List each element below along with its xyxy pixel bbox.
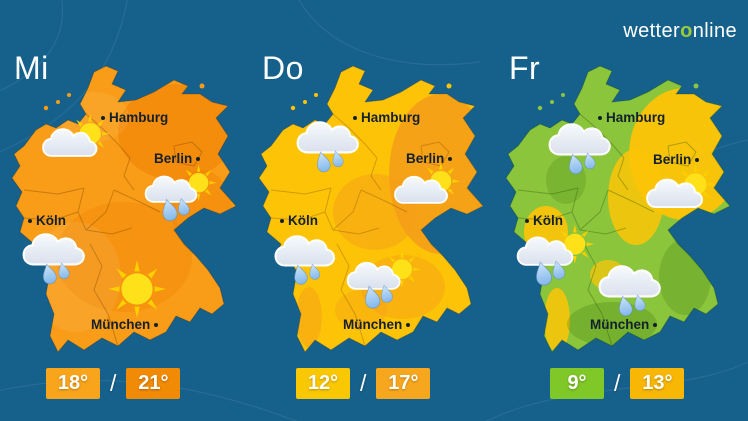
city-dot bbox=[154, 323, 159, 327]
city-dot bbox=[695, 158, 700, 162]
logo-text-suffix: nline bbox=[692, 20, 737, 42]
temp-min-badge: 12° bbox=[296, 368, 350, 399]
temperature-range-friday: 9° / 13° bbox=[550, 368, 685, 399]
city-dot bbox=[280, 219, 284, 223]
city-dot bbox=[598, 116, 602, 120]
logo-text-prefix: wetter bbox=[623, 20, 681, 42]
city-label-koeln: Köln bbox=[525, 213, 563, 229]
city-dot bbox=[406, 323, 411, 327]
city-label-muenchen: München bbox=[91, 317, 159, 333]
temp-max-badge: 21° bbox=[126, 368, 181, 399]
sunny-icon bbox=[108, 260, 166, 318]
city-label-hamburg: Hamburg bbox=[101, 110, 168, 126]
temp-slash: / bbox=[614, 370, 621, 396]
temp-max-badge: 13° bbox=[630, 368, 685, 399]
temp-slash: / bbox=[360, 370, 367, 396]
city-dot bbox=[353, 116, 357, 120]
city-dot bbox=[448, 157, 453, 161]
wetteronline-logo: wetteronline bbox=[623, 20, 737, 43]
city-label-muenchen: München bbox=[590, 317, 658, 333]
city-label-berlin: Berlin bbox=[406, 151, 453, 167]
city-dot bbox=[28, 219, 32, 223]
city-label-berlin: Berlin bbox=[154, 151, 201, 167]
city-label-koeln: Köln bbox=[28, 213, 66, 229]
day-label-thursday: Do bbox=[262, 50, 304, 86]
city-dot bbox=[196, 157, 201, 161]
temp-min-badge: 9° bbox=[550, 368, 604, 399]
temperature-range-thursday: 12° / 17° bbox=[296, 368, 431, 399]
temperature-range-wednesday: 18° / 21° bbox=[46, 368, 181, 399]
temp-max-badge: 17° bbox=[376, 368, 431, 399]
city-dot bbox=[101, 116, 105, 120]
city-label-hamburg: Hamburg bbox=[598, 110, 665, 126]
day-label-friday: Fr bbox=[509, 50, 541, 86]
city-label-koeln: Köln bbox=[280, 213, 318, 229]
temp-slash: / bbox=[110, 370, 117, 396]
temp-min-badge: 18° bbox=[46, 368, 100, 399]
day-label-wednesday: Mi bbox=[14, 50, 49, 86]
city-label-berlin: Berlin bbox=[653, 152, 700, 168]
city-label-muenchen: München bbox=[343, 317, 411, 333]
logo-green-o-icon: o bbox=[680, 20, 693, 42]
city-dot bbox=[525, 219, 529, 223]
city-label-hamburg: Hamburg bbox=[353, 110, 420, 126]
city-dot bbox=[653, 323, 658, 327]
